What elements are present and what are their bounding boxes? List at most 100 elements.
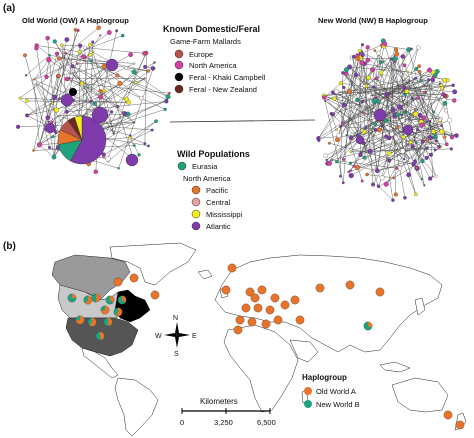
map-point-old-world (245, 287, 255, 297)
network-edge (318, 78, 416, 141)
network-edge (33, 54, 91, 81)
haplotype-node (93, 169, 98, 174)
haplotype-node (432, 72, 438, 78)
haplotype-node (384, 134, 389, 139)
network-edge (336, 85, 454, 92)
haplotype-node (115, 104, 119, 108)
eastern-canada (114, 289, 151, 323)
map-point-mixed (91, 293, 101, 303)
network-edge (69, 29, 76, 79)
haplotype-node (81, 54, 86, 60)
haplotype-node (433, 134, 438, 140)
haplotype-node (437, 145, 441, 149)
haplotype-node (400, 118, 405, 123)
haplotype-node (452, 98, 457, 103)
haplotype-node (392, 56, 398, 62)
network-edge (66, 78, 82, 84)
haplotype-node (52, 39, 57, 44)
haplotype-node (64, 109, 69, 114)
network-edge (130, 137, 145, 144)
haplotype-node (397, 104, 403, 110)
haplotype-node (77, 49, 82, 54)
network-edge (368, 77, 453, 138)
haplotype-node (415, 166, 418, 170)
map-point-old-world-share (115, 307, 123, 317)
haplotype-node (88, 42, 92, 47)
network-edge (329, 45, 383, 164)
haplotype-node (16, 124, 21, 129)
legend-swatch-pacific (191, 185, 201, 195)
haplotype-node (421, 115, 427, 121)
haplotype-node (348, 173, 354, 179)
haplotype-node (384, 91, 390, 97)
compass-south-arrow (175, 335, 179, 348)
legend-swatch-old-world-a (304, 387, 312, 395)
network-edge (323, 87, 405, 97)
haplotype-node (359, 60, 365, 66)
haplotype-node (343, 67, 349, 73)
haplotype-node (447, 117, 452, 123)
network-edge (363, 112, 422, 123)
haplotype-node (32, 79, 37, 85)
network-edge (103, 129, 153, 155)
haplotype-node (428, 135, 433, 140)
network-edge (66, 78, 118, 107)
haplotype-node (139, 96, 144, 101)
haplotype-node (394, 112, 400, 118)
haplotype-node (51, 154, 57, 160)
network-edge (24, 55, 50, 148)
haplotype-node (415, 141, 418, 145)
haplotype-node (378, 60, 383, 64)
haplotype-node (120, 33, 125, 38)
haplotype-node (57, 56, 62, 61)
haplotype-node (338, 81, 343, 86)
network-edge (343, 50, 361, 160)
haplotype-node (429, 119, 432, 123)
haplotype-node (326, 160, 332, 166)
haplotype-node (413, 192, 418, 197)
haplotype-node (404, 97, 408, 101)
haplotype-node (417, 113, 423, 118)
legend-swatch-khaki-campbell (174, 72, 184, 82)
network-edge (58, 66, 105, 77)
network-edge (108, 121, 157, 162)
network-edge (391, 58, 397, 195)
legend-label-pacific: Pacific (206, 186, 228, 195)
haplotype-node (379, 175, 385, 181)
haplotype-node (417, 64, 422, 68)
haplotype-node (406, 47, 412, 52)
compass-rose: N S W E (155, 315, 197, 358)
network-edge (19, 32, 110, 99)
legend-swatch-new-zealand (174, 84, 184, 94)
haplotype-node (442, 101, 448, 106)
wild-legend-title: Wild Populations (177, 149, 250, 159)
network-edge (385, 118, 441, 121)
haplotype-node (425, 146, 429, 150)
south-america (114, 377, 159, 437)
haplotype-node (54, 131, 58, 135)
haplotype-node (96, 25, 101, 30)
network-edge (417, 97, 434, 113)
network-edge (349, 66, 379, 102)
haplotype-node (143, 77, 146, 80)
haplotype-node (153, 61, 156, 64)
network-edge (416, 68, 447, 111)
haplotype-node (416, 45, 421, 50)
haplotype-node (430, 77, 435, 83)
network-edge (36, 45, 80, 53)
haplotype-node (126, 100, 132, 105)
network-edge (343, 91, 425, 124)
haplotype-node (64, 37, 70, 43)
network-edge (98, 125, 153, 131)
network-edge (26, 100, 129, 103)
haplotype-node (431, 129, 436, 134)
haplotype-node (24, 99, 29, 103)
network-edge (364, 85, 442, 132)
world-map (51, 242, 467, 437)
iceland (197, 269, 213, 280)
haplotype-node (341, 121, 345, 125)
haplotype-node (373, 122, 377, 126)
haplotype-node (344, 71, 349, 76)
haplotype-node (70, 64, 75, 69)
haplotype-node (92, 98, 97, 102)
